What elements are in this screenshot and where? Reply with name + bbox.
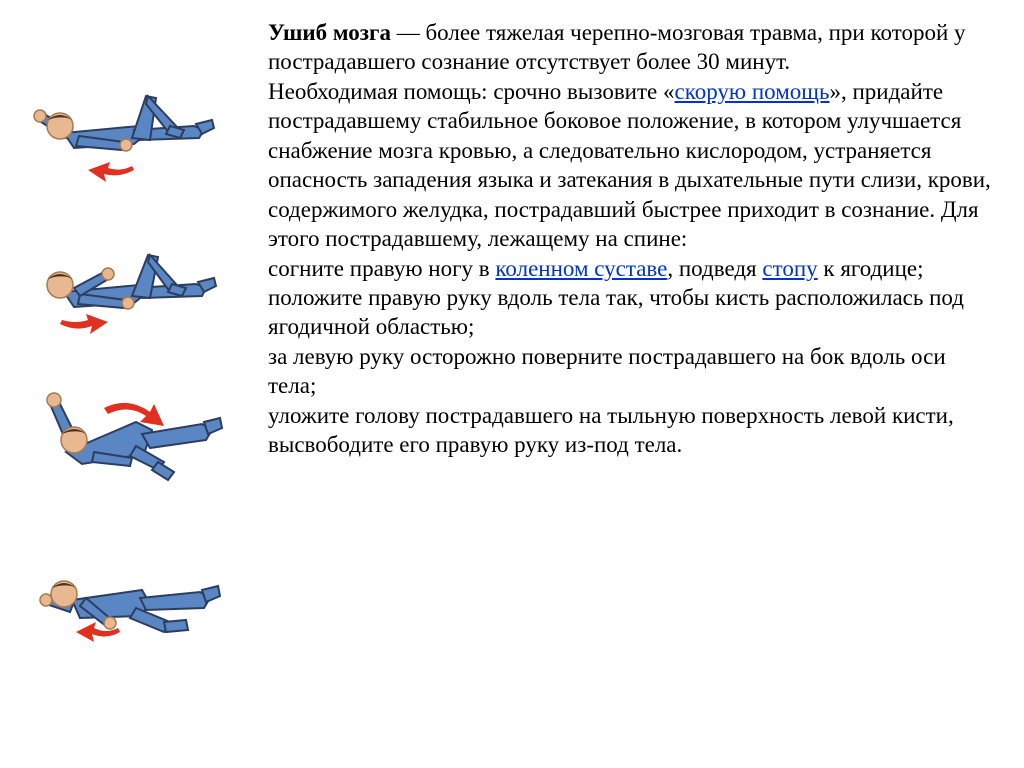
link-knee-joint[interactable]: коленном суставе <box>495 256 667 281</box>
step1-b: , подведя <box>667 256 762 281</box>
document-page: 19 Ушиб мозга — более тяжелая черепно-мо… <box>0 0 1024 672</box>
figure-step-1 <box>24 48 228 198</box>
figure-step-2 <box>24 200 228 350</box>
person-svg-4 <box>24 504 228 654</box>
person-svg-1 <box>24 48 228 198</box>
paragraph-step1: согните правую ногу в коленном суставе, … <box>268 254 992 283</box>
help-after: », придайте пострадавшему стабильное бок… <box>268 79 991 251</box>
figure-step-4: 19 <box>24 504 228 654</box>
title-term: Ушиб мозга <box>268 20 391 45</box>
link-ambulance[interactable]: скорую помощь <box>675 79 830 104</box>
text-content: Ушиб мозга — более тяжелая черепно-мозго… <box>268 18 992 654</box>
paragraph-step2: положите правую руку вдоль тела так, что… <box>268 283 992 342</box>
step1-a: согните правую ногу в <box>268 256 495 281</box>
paragraph-step4: уложите голову пострадавшего на тыльную … <box>268 401 992 460</box>
intro-dash: — <box>391 20 426 45</box>
paragraph-main: Ушиб мозга — более тяжелая черепно-мозго… <box>268 18 992 77</box>
figure-step-3 <box>24 352 228 502</box>
person-svg-3 <box>24 352 228 502</box>
help-prefix: Необходимая помощь: срочно вызовите « <box>268 79 675 104</box>
illustration-column: 19 <box>24 18 228 654</box>
paragraph-step3: за левую руку осторожно поверните постра… <box>268 342 992 401</box>
paragraph-help: Необходимая помощь: срочно вызовите «ско… <box>268 77 992 254</box>
step1-c: к ягодице; <box>818 256 924 281</box>
person-svg-2 <box>24 200 228 350</box>
link-foot[interactable]: стопу <box>762 256 817 281</box>
